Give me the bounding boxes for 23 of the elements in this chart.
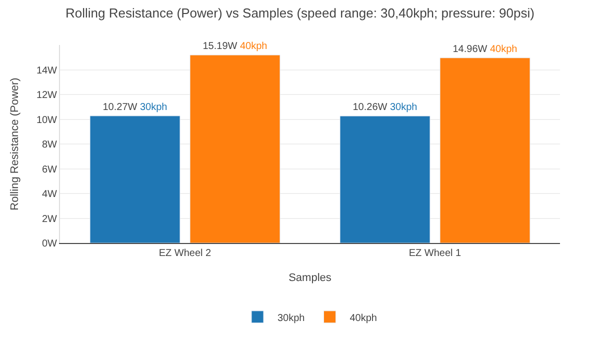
y-tick-label: 6W [42,164,58,176]
legend-label: 40kph [350,312,377,324]
text: 30kph [140,102,168,113]
x-axis-title: Samples [288,272,332,284]
y-tick-label: 8W [42,140,58,150]
y-axis-title: Rolling Resistance (Power) [9,78,22,210]
x-tick-label: EZ Wheel 1 [408,248,462,259]
data-label: 10.27W [102,102,138,113]
y-tick-label: 0W [42,238,58,250]
y-tick-label: 4W [42,189,58,200]
text: 30kph [390,102,418,114]
chart-title: Rolling Resistance (Power) vs Samples (speed range: 30,40kph; pressure: 90psi) [66,6,534,21]
y-tick-label: 14W [36,65,58,76]
data-label: 15.19W [202,41,238,52]
x-tick-label: EZ Wheel 2 [158,248,212,259]
data-label: 10.26W [352,102,388,114]
data-label: 14.96W [452,44,488,55]
text: 40kph [490,44,518,55]
y-tick-label: 2W [42,214,58,225]
text: 40kph [240,41,268,52]
y-tick-label: 12W [36,90,58,101]
legend-label: 30kph [278,312,305,324]
y-tick-label: 10W [36,114,58,126]
